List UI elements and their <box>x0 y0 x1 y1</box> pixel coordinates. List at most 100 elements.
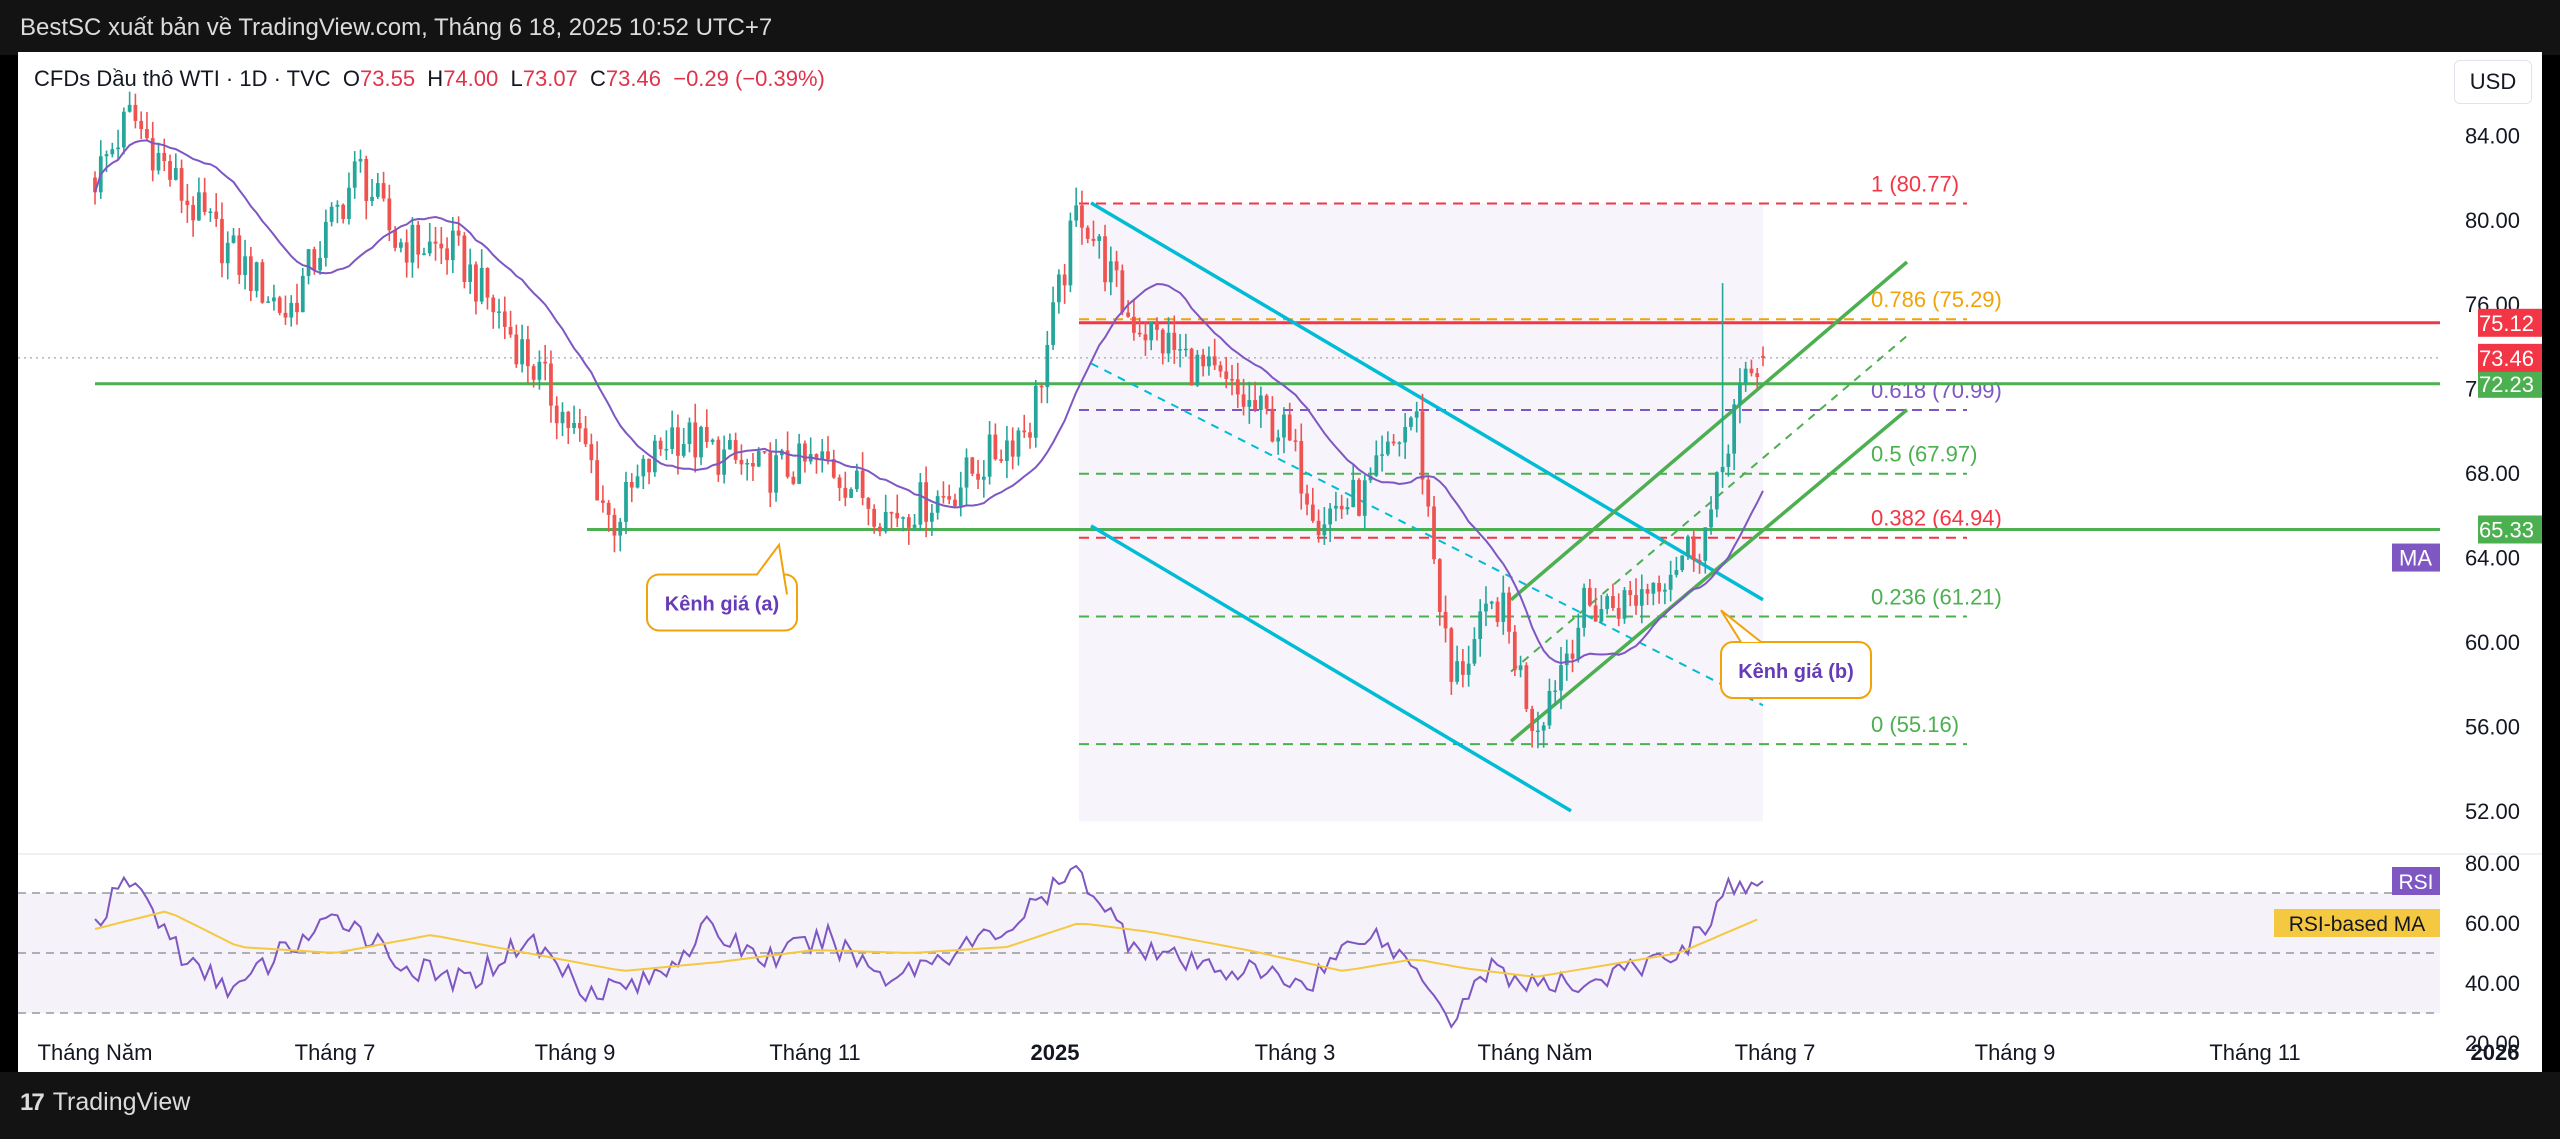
candle <box>1062 274 1067 286</box>
channel-a-lower <box>1090 524 1572 813</box>
candle <box>1443 611 1448 629</box>
ma-badge: MA <box>2399 546 2432 571</box>
fib-shading <box>1079 203 1763 822</box>
rsi-tick-label: 20.00 <box>2465 1031 2520 1056</box>
candle <box>433 241 438 244</box>
chart-svg[interactable]: 1 (80.77) 0.786 (75.29) 0.618 (70.99) 0.5 (… <box>18 52 2542 1072</box>
candle <box>497 311 501 313</box>
candle <box>1056 274 1061 303</box>
candle <box>1616 607 1621 619</box>
candle <box>1028 432 1032 438</box>
candle <box>791 476 796 484</box>
svg-text:Kênh giá (b): Kênh giá (b) <box>1738 661 1854 683</box>
candle <box>629 481 634 488</box>
candle <box>1241 394 1246 407</box>
candle <box>1097 236 1102 241</box>
candle <box>820 451 825 460</box>
candle <box>474 264 478 302</box>
candle <box>1663 589 1667 592</box>
candle <box>1166 332 1171 354</box>
candle <box>716 439 721 475</box>
candle <box>854 470 859 490</box>
moving-average-line <box>94 139 1764 665</box>
candle <box>831 459 836 478</box>
candle <box>1564 653 1569 666</box>
candle <box>1178 349 1182 351</box>
candle <box>814 454 819 460</box>
price-tick-label: 52.00 <box>2465 799 2520 824</box>
candle <box>1749 368 1754 374</box>
candle <box>248 256 253 292</box>
candle <box>1553 690 1558 693</box>
candle <box>375 183 380 197</box>
candle <box>981 476 986 480</box>
candle <box>139 120 144 130</box>
candle <box>930 512 934 522</box>
candle <box>1033 385 1038 438</box>
candle <box>179 168 184 201</box>
candle <box>468 264 473 282</box>
candle <box>416 224 421 255</box>
rsi-tick-label: 40.00 <box>2465 971 2520 996</box>
candle <box>1605 596 1610 610</box>
price-tick-label: 60.00 <box>2465 630 2520 655</box>
candle <box>1657 582 1661 592</box>
currency-button[interactable]: USD <box>2454 60 2532 104</box>
candle <box>606 502 611 515</box>
time-axis-label: Tháng 7 <box>1735 1040 1816 1065</box>
candle <box>162 152 167 162</box>
candle <box>866 497 871 509</box>
candle <box>704 426 709 442</box>
candle <box>1420 411 1425 480</box>
time-axis-label: 2025 <box>1031 1040 1080 1065</box>
channel-b-label: Kênh giá (b) <box>1720 609 1872 699</box>
candle <box>1738 383 1742 405</box>
candle <box>335 204 340 207</box>
candle <box>1010 440 1015 457</box>
time-axis-label: 2026 <box>2471 1040 2520 1065</box>
candle <box>1005 440 1009 461</box>
candle <box>941 496 946 498</box>
candle <box>1189 348 1194 386</box>
candle <box>352 161 357 188</box>
candle <box>1305 493 1309 505</box>
candle <box>1645 589 1650 594</box>
candle <box>699 426 703 458</box>
candle <box>647 458 651 473</box>
candle <box>1449 628 1454 682</box>
candle <box>785 450 790 477</box>
candle <box>1484 603 1488 612</box>
candle <box>889 512 894 514</box>
rsi-badge: RSI <box>2398 871 2433 894</box>
candle <box>1472 639 1477 664</box>
candle <box>1674 570 1679 575</box>
candle <box>1316 520 1321 536</box>
candle <box>220 218 224 264</box>
price-axis-bg <box>2440 52 2542 1072</box>
candle <box>185 200 190 206</box>
candle <box>543 361 548 364</box>
candle <box>404 242 409 263</box>
candle <box>1120 270 1125 313</box>
candle <box>1518 665 1523 671</box>
chart-area[interactable]: 1 (80.77) 0.786 (75.29) 0.618 (70.99) 0.5 (… <box>18 52 2542 1072</box>
tradingview-brand[interactable]: 17 TradingView <box>20 1088 190 1117</box>
candle <box>924 482 928 522</box>
candle <box>1374 455 1379 476</box>
candle <box>953 499 957 506</box>
candle <box>1622 590 1627 619</box>
candle <box>1691 536 1696 561</box>
candle <box>733 440 738 460</box>
price-badge-bg <box>2478 515 2542 544</box>
candle <box>237 235 242 275</box>
candle <box>1593 605 1598 622</box>
candle <box>197 192 201 221</box>
candle <box>1478 611 1483 640</box>
candle <box>1195 354 1200 386</box>
channel-a-upper <box>1090 201 1764 602</box>
channel-b-upper <box>1509 260 1909 602</box>
candle <box>427 241 432 254</box>
candle <box>318 257 322 271</box>
candle <box>1455 661 1459 682</box>
fib-level-label: 1 (80.77) <box>1871 172 1959 197</box>
